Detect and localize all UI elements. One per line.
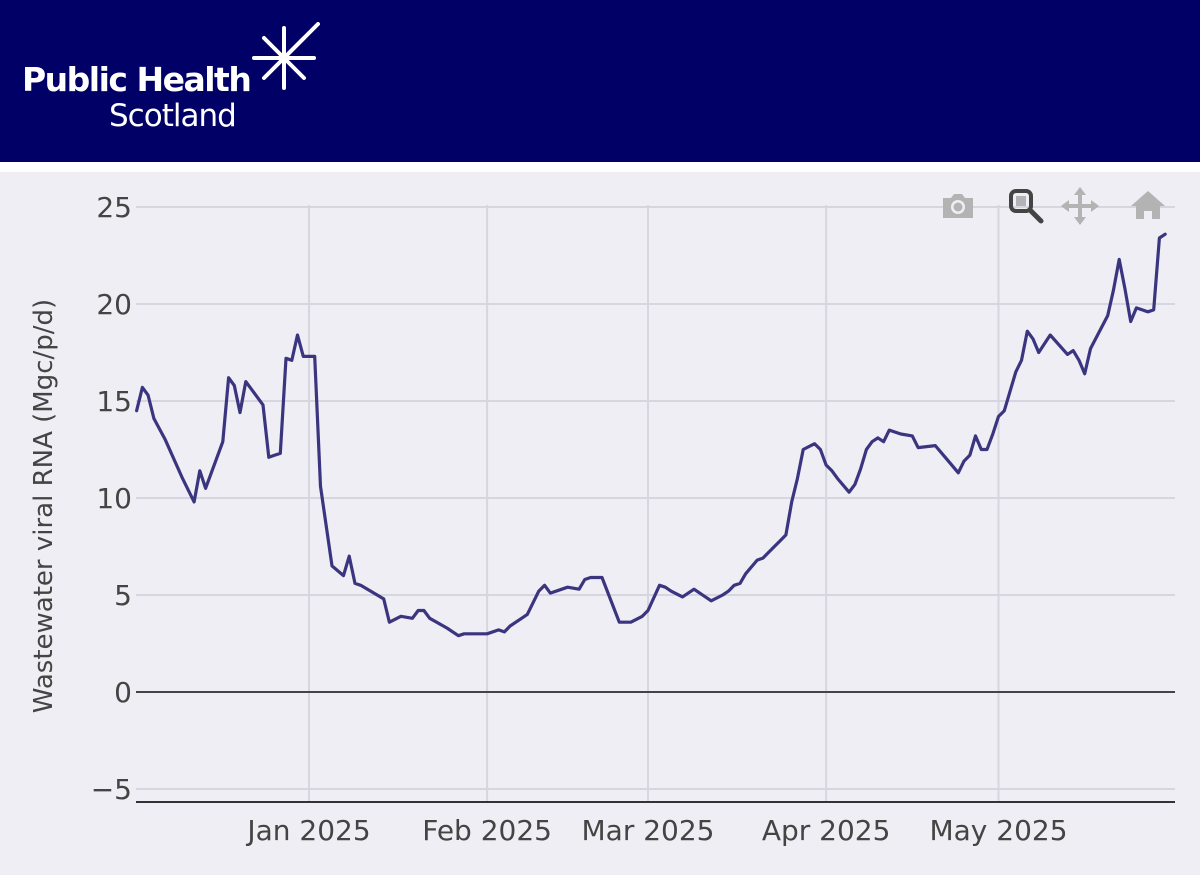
y-tick-label: 25: [96, 191, 132, 224]
x-tick-label: Feb 2025: [422, 814, 552, 847]
y-tick-label: 5: [114, 579, 132, 612]
camera-button[interactable]: [938, 186, 978, 226]
zoom-button[interactable]: [1006, 186, 1046, 226]
reset-axes-button[interactable]: [1128, 186, 1168, 226]
x-tick-label: Mar 2025: [582, 814, 715, 847]
x-tick-label: Apr 2025: [762, 814, 891, 847]
zoom-icon: [1009, 189, 1044, 224]
camera-icon: [943, 194, 973, 218]
y-tick-label: −5: [91, 773, 132, 806]
x-tick-label: May 2025: [929, 814, 1067, 847]
logo-text-line1: Public Health: [22, 60, 252, 99]
series-line-wastewater: [135, 232, 1167, 638]
y-tick-label: 10: [96, 482, 132, 515]
site-header: Public Health Scotland: [0, 0, 1200, 162]
starburst-icon: [252, 22, 320, 90]
plot-background: [0, 172, 1200, 875]
logo-text-line2: Scotland: [109, 98, 237, 134]
header-divider: [0, 162, 1200, 172]
y-axis-title: Wastewater viral RNA (Mgc/p/d): [29, 299, 59, 713]
home-icon: [1131, 191, 1165, 219]
public-health-scotland-logo[interactable]: Public Health Scotland: [22, 22, 322, 142]
y-tick-label: 15: [96, 385, 132, 418]
y-tick-label: 0: [114, 676, 132, 709]
pan-button[interactable]: [1060, 186, 1100, 226]
x-tick-label: Jan 2025: [245, 814, 370, 847]
pan-icon: [1061, 187, 1099, 225]
y-tick-label: 20: [96, 288, 132, 321]
